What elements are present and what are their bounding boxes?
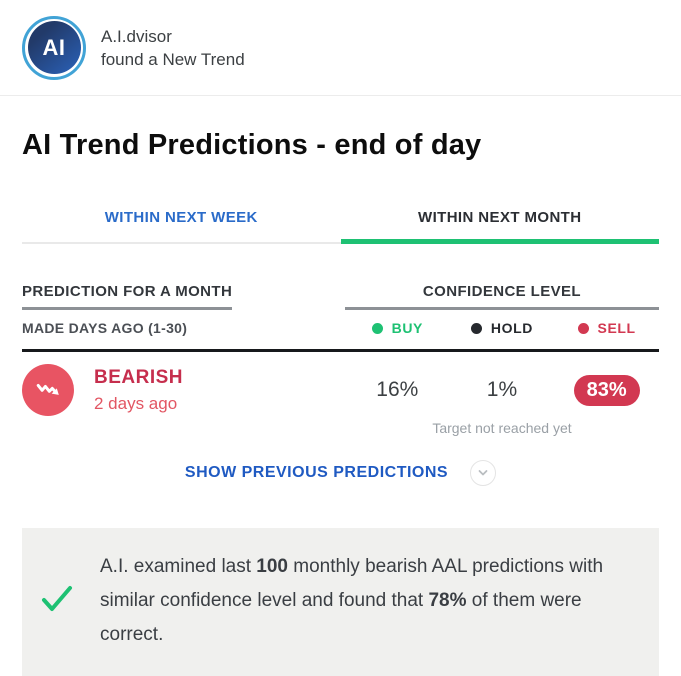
target-status-text: Target not reached yet [432,420,572,436]
prediction-row: BEARISH 2 days ago 16% 1% 83% [22,364,659,416]
app-name: A.I.dvisor [101,26,172,46]
header-divider [22,349,659,352]
tab-within-next-week[interactable]: WITHIN NEXT WEEK [22,209,341,244]
aidvisor-logo-icon: AI [22,15,86,80]
show-previous-row: SHOW PREVIOUS PREDICTIONS [0,460,681,486]
show-previous-predictions-link[interactable]: SHOW PREVIOUS PREDICTIONS [184,464,449,481]
buy-dot-icon [371,322,383,334]
legend-sell: SELL [554,320,659,336]
legend-hold-label: HOLD [490,320,533,336]
chevron-down-icon [478,470,488,476]
page-title: AI Trend Predictions - end of day [22,129,482,161]
header-text: A.I.dvisor found a New Trend [101,25,245,71]
trend-made-ago: 2 days ago [94,393,178,413]
hold-confidence-value: 1% [486,378,518,401]
sell-confidence-badge: 83% [573,374,640,406]
tab-within-next-month[interactable]: WITHIN NEXT MONTH [340,209,659,244]
summary-count: 100 [256,556,288,577]
legend-sell-label: SELL [597,320,636,336]
legend-buy-label: BUY [391,320,423,336]
confidence-legend: BUY HOLD SELL [345,320,659,336]
prediction-column-header: PREDICTION FOR A MONTH [22,283,233,310]
table-header: PREDICTION FOR A MONTH MADE DAYS AGO (1-… [22,283,659,336]
header-subtitle: found a New Trend [101,49,245,69]
ai-summary-text: A.I. examined last 100 monthly bearish A… [100,556,604,645]
hold-dot-icon [470,322,482,334]
legend-hold: HOLD [450,320,555,336]
trend-direction-label: BEARISH [94,366,184,388]
buy-confidence-value: 16% [376,378,419,401]
bearish-trend-icon [22,364,74,416]
summary-accuracy: 78% [428,590,467,611]
ai-summary-box: A.I. examined last 100 monthly bearish A… [22,528,659,676]
aidvisor-logo-text: AI [27,21,81,74]
legend-buy: BUY [345,320,450,336]
checkmark-icon [40,584,74,619]
target-note-row: Target not reached yet [22,420,659,436]
app-header: AI A.I.dvisor found a New Trend [0,0,681,96]
confidence-level-header: CONFIDENCE LEVEL [344,283,659,310]
made-days-ago-label: MADE DAYS AGO (1-30) [22,320,188,336]
sell-dot-icon [577,322,589,334]
expand-previous-button[interactable] [470,460,497,486]
period-tabs: WITHIN NEXT WEEK WITHIN NEXT MONTH [22,209,659,244]
